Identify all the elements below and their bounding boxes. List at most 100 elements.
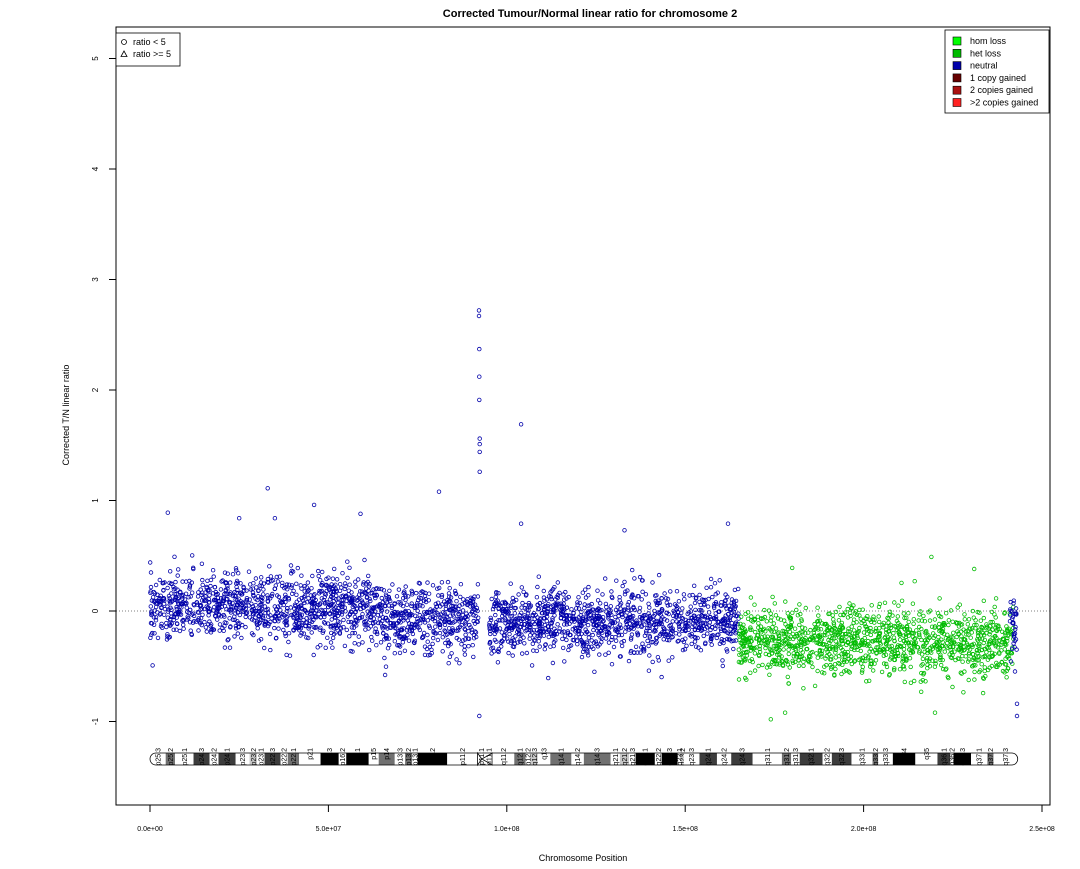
data-point — [596, 615, 602, 620]
data-point — [383, 598, 388, 603]
data-point — [860, 655, 865, 661]
data-point — [676, 638, 681, 643]
data-point — [899, 598, 905, 603]
plot-frame — [115, 26, 1051, 806]
data-point — [265, 595, 271, 600]
data-point — [727, 615, 733, 620]
data-point — [489, 646, 494, 651]
data-point — [741, 642, 746, 647]
data-point — [978, 618, 983, 623]
data-point — [168, 605, 173, 610]
data-point — [437, 630, 443, 636]
band-label: p25.2 — [168, 748, 175, 766]
ideogram-band — [970, 753, 988, 765]
data-point — [946, 622, 951, 628]
y-tick-label: 1 — [91, 498, 100, 503]
data-point — [564, 596, 569, 601]
data-point — [799, 654, 805, 659]
data-point — [963, 637, 968, 642]
data-point — [823, 630, 828, 635]
data-point — [298, 633, 303, 638]
data-point — [151, 622, 157, 627]
data-point — [730, 625, 735, 630]
data-point — [312, 592, 317, 597]
data-point — [725, 649, 730, 654]
data-point — [795, 644, 800, 649]
data-point — [382, 655, 387, 661]
data-point — [984, 626, 989, 631]
data-point — [900, 659, 905, 664]
data-point — [892, 623, 897, 629]
data-point — [890, 647, 895, 652]
data-point — [786, 681, 791, 686]
data-point — [692, 583, 697, 588]
data-point — [860, 664, 865, 670]
shape-legend-label: ratio >= 5 — [133, 49, 171, 59]
data-point — [360, 612, 365, 617]
data-point — [748, 595, 754, 600]
ideogram-band — [394, 753, 406, 765]
data-point — [465, 602, 470, 608]
data-point — [777, 662, 782, 667]
data-point — [582, 647, 587, 652]
data-point — [959, 629, 964, 634]
data-point — [183, 591, 189, 596]
data-point — [951, 630, 956, 635]
ideogram-band — [950, 753, 954, 765]
data-point — [286, 631, 292, 636]
data-point — [755, 614, 760, 619]
ideogram-band — [987, 753, 994, 765]
data-point — [686, 618, 691, 624]
data-point — [680, 647, 686, 653]
data-point — [937, 655, 943, 661]
data-point — [737, 652, 742, 657]
data-point — [938, 647, 943, 652]
data-point — [275, 579, 281, 584]
band-label: q23.3 — [689, 748, 696, 766]
data-point — [317, 627, 322, 632]
data-point — [412, 605, 417, 610]
data-point — [367, 647, 372, 653]
data-point — [647, 605, 652, 610]
data-point — [387, 588, 392, 593]
data-point — [148, 584, 154, 590]
data-point — [922, 649, 927, 655]
data-point — [352, 614, 358, 620]
data-point — [311, 605, 317, 610]
data-point — [833, 609, 839, 615]
data-point — [433, 624, 438, 629]
data-point — [431, 635, 436, 641]
data-point — [927, 658, 932, 664]
data-point — [664, 600, 669, 605]
data-point — [322, 621, 328, 626]
data-point — [914, 628, 919, 633]
data-point — [660, 630, 665, 635]
data-point — [561, 605, 566, 610]
data-point — [743, 629, 748, 634]
data-point — [953, 657, 958, 663]
data-point — [185, 614, 190, 619]
data-point — [618, 625, 624, 631]
data-point — [983, 674, 988, 679]
data-point — [522, 641, 527, 646]
data-point — [982, 668, 987, 674]
data-point — [692, 615, 697, 620]
data-point — [666, 611, 671, 617]
data-point — [162, 606, 168, 612]
data-point — [208, 577, 214, 583]
data-point — [877, 619, 882, 625]
data-point — [717, 578, 722, 583]
data-point — [412, 613, 418, 618]
data-point — [739, 651, 744, 657]
data-point — [900, 664, 906, 669]
data-point — [833, 650, 838, 655]
ideogram-band — [320, 753, 339, 765]
band-label: p25.3 — [155, 748, 162, 766]
data-point — [148, 590, 153, 595]
data-point — [876, 614, 881, 619]
data-point — [175, 567, 181, 572]
ideogram-band — [338, 753, 347, 765]
data-point — [646, 601, 651, 606]
data-point — [590, 632, 595, 638]
band-label: q37.3 — [1003, 748, 1010, 766]
